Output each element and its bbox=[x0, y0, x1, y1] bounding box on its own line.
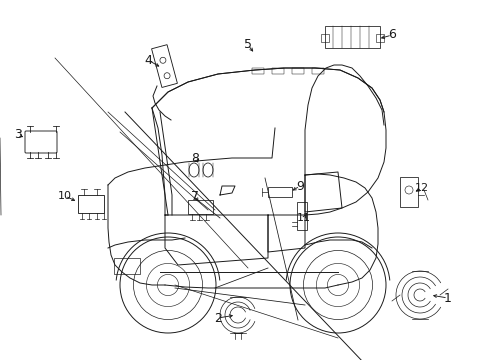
Text: 6: 6 bbox=[387, 28, 395, 41]
Bar bbox=[114, 258, 140, 274]
Bar bbox=[399, 177, 417, 207]
Bar bbox=[296, 202, 306, 230]
Text: 7: 7 bbox=[191, 189, 199, 202]
Bar bbox=[325, 26, 379, 48]
Text: 5: 5 bbox=[244, 39, 251, 51]
Bar bbox=[320, 34, 328, 42]
Bar bbox=[187, 200, 213, 214]
Text: 3: 3 bbox=[14, 129, 22, 141]
Text: 9: 9 bbox=[295, 180, 304, 193]
Text: 10: 10 bbox=[58, 191, 72, 201]
Text: 2: 2 bbox=[214, 311, 222, 324]
Bar bbox=[251, 68, 264, 74]
Bar bbox=[271, 68, 284, 74]
Text: 8: 8 bbox=[191, 152, 199, 165]
Bar bbox=[375, 34, 383, 42]
Bar bbox=[291, 68, 304, 74]
Bar bbox=[311, 68, 324, 74]
Bar bbox=[151, 45, 177, 87]
Text: 11: 11 bbox=[296, 213, 310, 223]
Text: 12: 12 bbox=[414, 183, 428, 193]
Text: 4: 4 bbox=[144, 54, 152, 67]
Bar bbox=[78, 195, 104, 213]
Text: 1: 1 bbox=[443, 292, 451, 305]
Bar bbox=[267, 187, 291, 197]
